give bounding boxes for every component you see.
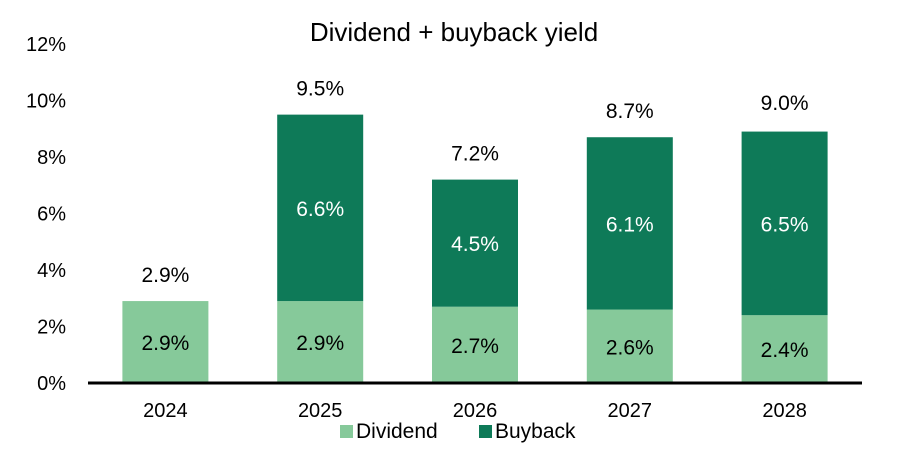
data-label-dividend-2027: 2.6% bbox=[606, 336, 654, 359]
data-label-buyback-2027: 6.1% bbox=[606, 213, 654, 236]
total-label-2027: 8.7% bbox=[606, 100, 654, 123]
bar-buyback-2025 bbox=[277, 114, 364, 302]
x-tick-label: 2028 bbox=[762, 400, 807, 422]
y-tick-label: 10% bbox=[26, 91, 66, 113]
total-label-2025: 9.5% bbox=[296, 78, 344, 101]
data-label-dividend-2024: 2.9% bbox=[141, 332, 189, 355]
bars bbox=[122, 114, 828, 383]
chart-title: Dividend + buyback yield bbox=[310, 17, 598, 47]
total-label-2024: 2.9% bbox=[141, 264, 189, 287]
legend: Dividend Buyback bbox=[340, 420, 576, 443]
data-label-dividend-2026: 2.7% bbox=[451, 335, 499, 358]
legend-label-dividend: Dividend bbox=[356, 420, 438, 443]
data-label-dividend-2028: 2.4% bbox=[761, 339, 809, 362]
total-label-2026: 7.2% bbox=[451, 143, 499, 166]
bar-dividend-2027 bbox=[586, 309, 673, 383]
legend-swatch-dividend bbox=[340, 425, 353, 438]
bar-dividend-2024 bbox=[122, 301, 209, 383]
x-axis: 2024 2025 2026 2027 2028 bbox=[88, 381, 862, 422]
y-tick-label: 4% bbox=[37, 260, 66, 282]
x-tick-label: 2025 bbox=[298, 400, 343, 422]
data-label-dividend-2025: 2.9% bbox=[296, 332, 344, 355]
y-tick-label: 0% bbox=[37, 373, 66, 395]
bar-buyback-2027 bbox=[586, 137, 673, 310]
data-label-buyback-2024: - bbox=[162, 287, 169, 310]
y-tick-label: 12% bbox=[26, 34, 66, 56]
x-tick-label: 2026 bbox=[453, 400, 498, 422]
legend-label-buyback: Buyback bbox=[495, 420, 576, 443]
y-tick-label: 6% bbox=[37, 204, 66, 226]
y-tick-label: 2% bbox=[37, 317, 66, 339]
data-label-buyback-2026: 4.5% bbox=[451, 233, 499, 256]
x-tick-label: 2024 bbox=[143, 400, 188, 422]
bar-dividend-2025 bbox=[277, 301, 364, 383]
legend-swatch-buyback bbox=[479, 425, 492, 438]
y-tick-label: 8% bbox=[37, 147, 66, 169]
data-labels: 2.9%-2.9%2.9%6.6%9.5%2.7%4.5%7.2%2.6%6.1… bbox=[141, 78, 808, 362]
data-label-buyback-2025: 6.6% bbox=[296, 198, 344, 221]
bar-buyback-2026 bbox=[432, 179, 518, 307]
total-label-2028: 9.0% bbox=[761, 92, 809, 115]
bar-dividend-2028 bbox=[741, 315, 828, 383]
y-axis: 0% 2% 4% 6% 8% 10% 12% bbox=[26, 34, 66, 395]
bar-dividend-2026 bbox=[432, 306, 518, 383]
bar-buyback-2028 bbox=[741, 131, 828, 316]
data-label-buyback-2028: 6.5% bbox=[761, 213, 809, 236]
x-tick-label: 2027 bbox=[608, 400, 653, 422]
